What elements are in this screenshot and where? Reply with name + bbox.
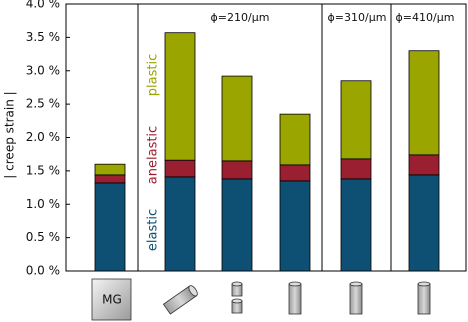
bar-segment [221,160,253,180]
bar-segment [164,32,196,161]
bar-segment [221,75,253,162]
y-tick-label: 2.5 % [26,97,60,111]
icons [91,278,431,321]
plot-frame [65,3,467,272]
bar-segment [340,80,372,160]
bar-segment [221,178,253,272]
y-tick-label: 1.0 % [26,197,60,211]
bar-segment [408,50,440,156]
bar-segment [164,176,196,272]
bar-segment [340,158,372,180]
y-tick-label: 0.5 % [26,230,60,244]
annotation: ϕ=310/μm [328,11,387,24]
legend-entry: anelastic [146,126,161,184]
y-tick-label: 3.0 % [26,63,60,77]
bar-segment [408,174,440,272]
bar-segment [340,178,372,272]
bar-segment [94,163,126,176]
bar-segment [94,182,126,272]
y-axis-label: | creep strain | [3,91,17,178]
annotation: ϕ=410/μm [396,11,455,24]
y-tick-label: 3.5 % [26,30,60,44]
annotation: ϕ=210/μm [211,11,270,24]
legend-entry: plastic [146,54,161,96]
y-tick-label: 0.0 % [26,264,60,278]
bar-segment [94,174,126,184]
bar-segment [279,164,311,182]
bar-segment [164,159,196,178]
bar-segment [408,154,440,176]
y-tick-label: 2.0 % [26,130,60,144]
y-tick-label: 1.5 % [26,163,60,177]
legend-entry: elastic [146,209,161,251]
category-label: MG [102,293,122,307]
bar-segment [279,113,311,166]
bar-segment [279,180,311,272]
y-tick-label: 4.0 % [26,0,60,11]
